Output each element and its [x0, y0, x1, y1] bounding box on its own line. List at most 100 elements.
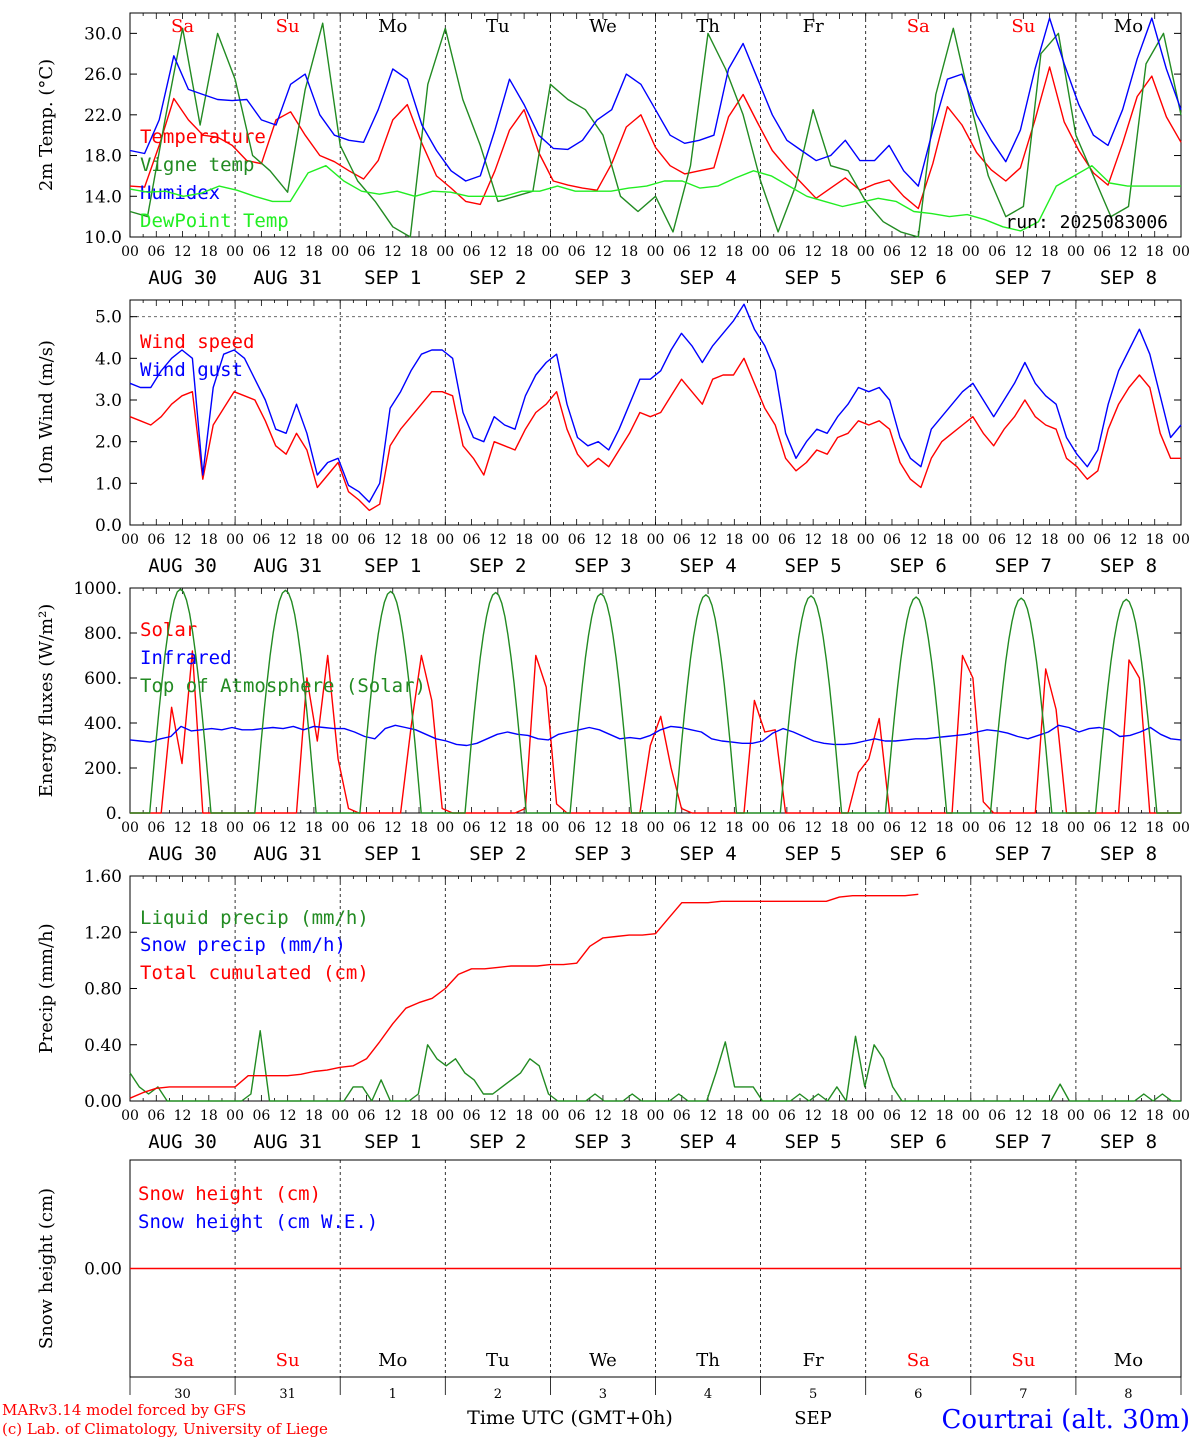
hour-label: 06	[883, 1108, 901, 1124]
hour-label: 12	[489, 1108, 507, 1124]
hour-label: 00	[962, 1108, 980, 1124]
hour-label: 06	[252, 820, 270, 836]
hour-label: 12	[1014, 244, 1032, 260]
hour-label: 12	[804, 1108, 822, 1124]
y-tick-label: 4.0	[95, 349, 122, 369]
hour-label: 00	[752, 820, 770, 836]
hour-label: 18	[936, 244, 954, 260]
temp-series-0-line	[129, 66, 1182, 210]
date-label: SEP 2	[469, 555, 526, 577]
day-of-week-top: Th	[696, 16, 720, 37]
hour-label: 00	[857, 244, 875, 260]
hour-label: 18	[831, 244, 849, 260]
precip-series-0-line	[129, 1030, 1181, 1102]
date-label: AUG 31	[253, 1131, 322, 1153]
hour-label: 18	[305, 820, 323, 836]
y-tick-label: 0.	[106, 804, 122, 824]
hour-label: 12	[699, 532, 717, 548]
hour-label: 06	[252, 532, 270, 548]
temp-legend-label: Vigne temp	[140, 154, 254, 176]
hour-label: 00	[647, 244, 665, 260]
hour-label: 00	[436, 820, 454, 836]
hour-label: 12	[174, 1108, 192, 1124]
credit-lab: (c) Lab. of Climatology, University of L…	[2, 1420, 328, 1438]
date-label: SEP 4	[679, 267, 736, 289]
date-label: AUG 31	[253, 555, 322, 577]
hour-label: 00	[1172, 1108, 1190, 1124]
hour-label: 00	[752, 244, 770, 260]
hour-label: 12	[909, 532, 927, 548]
date-label: SEP 6	[890, 843, 947, 865]
hour-label: 06	[463, 244, 481, 260]
hour-label: 00	[436, 244, 454, 260]
hour-label: 00	[1067, 820, 1085, 836]
date-label: SEP 8	[1100, 1131, 1157, 1153]
day-number: 31	[279, 1387, 296, 1402]
date-label: AUG 30	[148, 267, 217, 289]
date-label: AUG 30	[148, 555, 217, 577]
hour-label: 12	[909, 244, 927, 260]
day-of-week-top: Tu	[486, 16, 510, 37]
hour-label: 18	[200, 1108, 218, 1124]
hour-label: 18	[725, 244, 743, 260]
temp-legend-label: Humidex	[140, 182, 220, 204]
date-label: SEP 6	[890, 267, 947, 289]
hour-label: 06	[147, 820, 165, 836]
date-label: AUG 30	[148, 843, 217, 865]
hour-label: 06	[147, 244, 165, 260]
precip-legend-label: Total cumulated (cm)	[140, 962, 369, 984]
hour-label: 00	[541, 532, 559, 548]
hour-label: 00	[331, 532, 349, 548]
hour-label: 18	[1041, 820, 1059, 836]
y-tick-label: 0.00	[84, 1092, 122, 1112]
day-number: 1	[389, 1387, 397, 1402]
hour-label: 06	[358, 1108, 376, 1124]
hour-label: 12	[384, 1108, 402, 1124]
day-number: 3	[599, 1387, 607, 1402]
hour-label: 00	[752, 1108, 770, 1124]
hour-label: 00	[1172, 820, 1190, 836]
hour-label: 18	[936, 1108, 954, 1124]
hour-label: 18	[200, 820, 218, 836]
hour-label: 00	[226, 244, 244, 260]
hour-label: 18	[831, 820, 849, 836]
hour-label: 18	[620, 244, 638, 260]
hour-label: 00	[436, 1108, 454, 1124]
hour-label: 00	[1067, 1108, 1085, 1124]
hour-label: 18	[410, 820, 428, 836]
hour-label: 12	[1120, 244, 1138, 260]
y-tick-label: 400.	[84, 714, 122, 734]
hour-label: 00	[121, 532, 139, 548]
hour-label: 18	[410, 532, 428, 548]
date-label: SEP 3	[574, 1131, 631, 1153]
date-label: SEP 5	[785, 267, 842, 289]
wind-y-axis-label: 10m Wind (m/s)	[36, 340, 57, 485]
run-label: run: 2025083006	[1005, 212, 1168, 233]
hour-label: 12	[1120, 532, 1138, 548]
hour-label: 18	[515, 244, 533, 260]
hour-label: 12	[489, 244, 507, 260]
hour-label: 00	[1067, 532, 1085, 548]
hour-label: 12	[279, 1108, 297, 1124]
y-tick-label: 26.0	[84, 65, 122, 85]
hour-label: 06	[883, 244, 901, 260]
hour-label: 18	[515, 820, 533, 836]
hour-label: 00	[331, 820, 349, 836]
month-label: SEP	[794, 1408, 832, 1429]
hour-label: 06	[568, 820, 586, 836]
hour-label: 12	[489, 532, 507, 548]
hour-label: 00	[541, 244, 559, 260]
y-tick-label: 2.0	[95, 433, 122, 453]
temp-series-3-line	[129, 165, 1181, 232]
day-of-week-top: Su	[1011, 16, 1035, 37]
day-number: 30	[174, 1387, 191, 1402]
credit-model: MARv3.14 model forced by GFS	[2, 1401, 246, 1419]
temp-y-axis-label: 2m Temp. (°C)	[36, 59, 57, 191]
date-label: SEP 1	[364, 1131, 421, 1153]
date-label: SEP 2	[469, 843, 526, 865]
hour-label: 06	[778, 244, 796, 260]
date-label: SEP 6	[890, 555, 947, 577]
y-tick-label: 0.40	[84, 1036, 122, 1056]
hour-label: 12	[489, 820, 507, 836]
